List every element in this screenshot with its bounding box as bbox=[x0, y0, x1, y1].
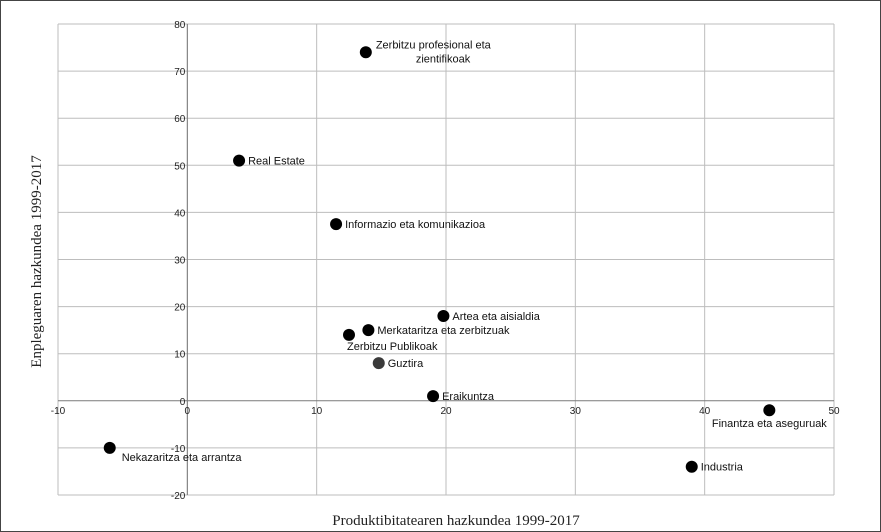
y-tick-label: 30 bbox=[174, 256, 186, 267]
point-label: Industria bbox=[701, 462, 744, 474]
x-tick-label: 50 bbox=[828, 406, 840, 417]
data-points: Zerbitzu profesional eta zientifikoak Real… bbox=[103, 39, 827, 474]
point-label-line: Zerbitzu profesional eta bbox=[376, 39, 492, 51]
x-tick-label: 10 bbox=[311, 406, 323, 417]
point-label-line: Artea eta aisialdia bbox=[452, 311, 540, 323]
point-label: Finantza eta aseguruak bbox=[712, 418, 827, 430]
point-label-line: Finantza eta aseguruak bbox=[712, 418, 827, 430]
point-label: Nekazaritza eta arrantza bbox=[122, 452, 243, 464]
y-tick-label: 0 bbox=[180, 397, 186, 408]
point-label-line: zientifikoak bbox=[416, 53, 471, 65]
x-tick-label: 40 bbox=[699, 406, 711, 417]
point-label-line: Industria bbox=[701, 462, 744, 474]
y-tick-label: -20 bbox=[171, 491, 186, 502]
point-label-line: Zerbitzu Publikoak bbox=[347, 341, 438, 353]
y-tick-label: -10 bbox=[171, 444, 186, 455]
data-point bbox=[343, 328, 355, 341]
y-tick-labels: -20 -10 0 10 20 30 40 50 60 70 80 bbox=[171, 20, 186, 502]
y-axis-title: Enpleguaren hazkundea 1999-2017 bbox=[29, 155, 45, 368]
x-tick-label: 0 bbox=[185, 406, 191, 417]
x-tick-label: 20 bbox=[440, 406, 452, 417]
point-label: Artea eta aisialdia bbox=[452, 311, 540, 323]
data-point bbox=[359, 46, 372, 59]
x-tick-label: -10 bbox=[51, 406, 66, 417]
data-point bbox=[233, 154, 246, 167]
y-tick-label: 50 bbox=[174, 161, 186, 172]
y-tick-label: 80 bbox=[174, 20, 186, 31]
y-tick-label: 10 bbox=[174, 350, 186, 361]
data-point bbox=[372, 357, 385, 370]
data-point bbox=[685, 460, 698, 473]
y-tick-label: 60 bbox=[174, 114, 186, 125]
point-label-line: Merkataritza eta zerbitzuak bbox=[377, 325, 510, 337]
point-label: Informazio eta komunikazioa bbox=[345, 219, 486, 231]
data-point bbox=[763, 404, 776, 417]
point-label-line: Nekazaritza eta arrantza bbox=[122, 452, 243, 464]
y-tick-label: 70 bbox=[174, 67, 186, 78]
point-label-line: Informazio eta komunikazioa bbox=[345, 219, 486, 231]
x-axis-title: Produktibitatearen hazkundea 1999-2017 bbox=[332, 513, 580, 529]
point-label: Merkataritza eta zerbitzuak bbox=[377, 325, 510, 337]
point-label-line: Eraikuntza bbox=[442, 391, 495, 403]
point-label: Zerbitzu profesional eta zientifikoak bbox=[376, 39, 492, 65]
point-label: Real Estate bbox=[248, 156, 305, 168]
data-point bbox=[437, 310, 450, 323]
x-tick-labels: -10 0 10 20 30 40 50 bbox=[51, 406, 840, 417]
gridlines bbox=[57, 23, 835, 496]
point-label: Eraikuntza bbox=[442, 391, 495, 403]
y-tick-label: 20 bbox=[174, 303, 186, 314]
data-point bbox=[330, 218, 343, 231]
point-label-line: Real Estate bbox=[248, 156, 305, 168]
y-tick-label: 40 bbox=[174, 208, 186, 219]
point-label: Zerbitzu Publikoak bbox=[347, 341, 438, 353]
point-label: Guztira bbox=[388, 358, 424, 370]
point-label-line: Guztira bbox=[388, 358, 424, 370]
data-point bbox=[362, 324, 375, 337]
data-point bbox=[103, 441, 116, 454]
x-tick-label: 30 bbox=[570, 406, 582, 417]
data-point bbox=[427, 390, 440, 403]
